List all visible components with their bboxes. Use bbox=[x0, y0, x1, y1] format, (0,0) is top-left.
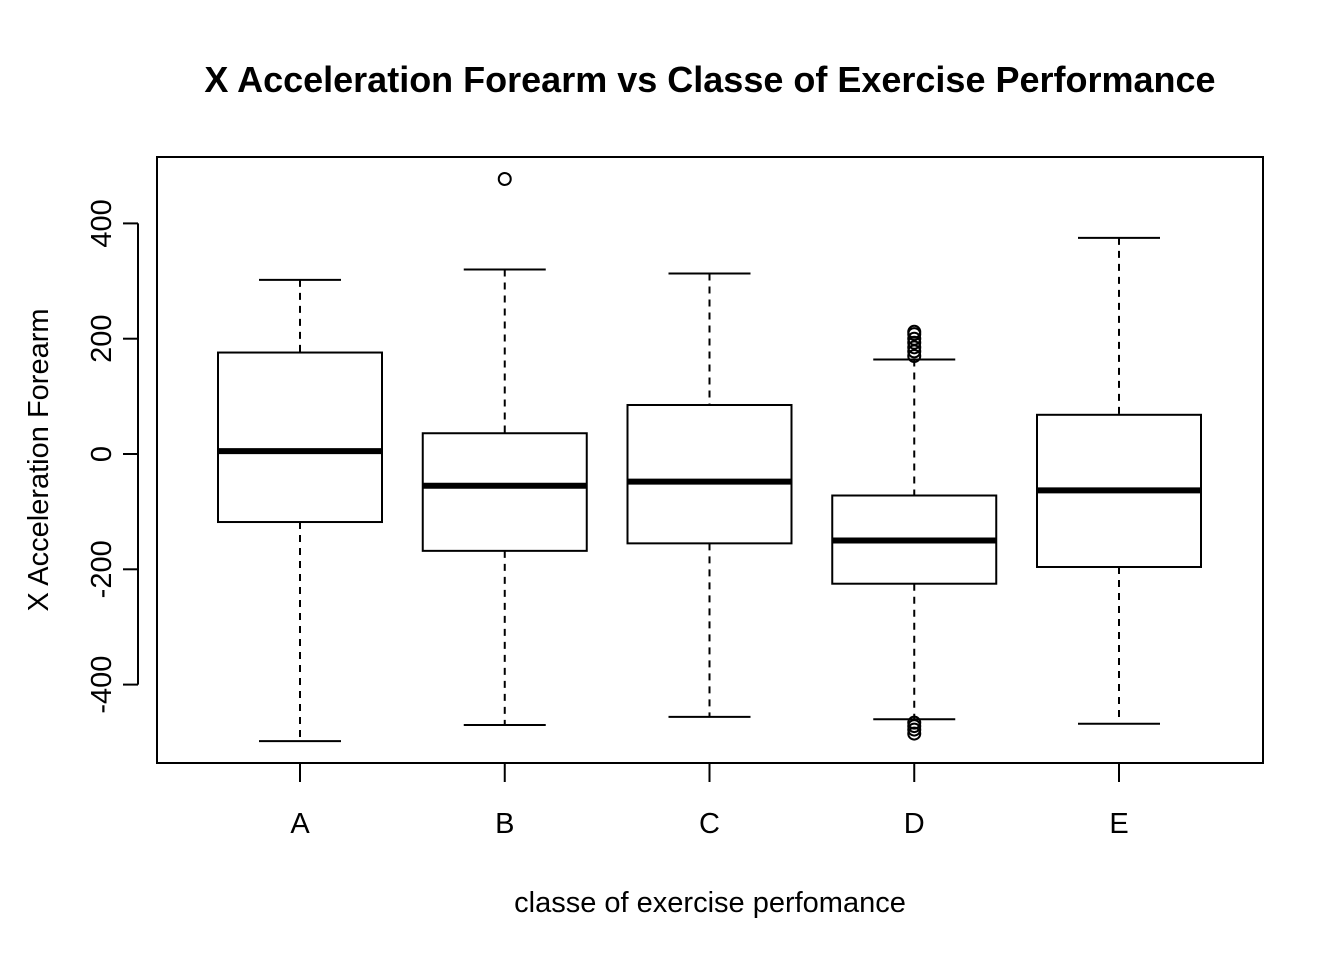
y-tick-label: 400 bbox=[86, 199, 118, 247]
box-B bbox=[421, 172, 588, 726]
y-tick-label: -200 bbox=[86, 540, 118, 598]
box-C bbox=[626, 272, 793, 718]
outlier-point bbox=[907, 722, 922, 737]
iqr-box bbox=[217, 351, 383, 524]
x-tick-label: C bbox=[699, 808, 720, 840]
x-axis: A B C D E bbox=[290, 763, 1129, 840]
box-D bbox=[831, 324, 998, 741]
outlier-point bbox=[907, 726, 922, 741]
iqr-box bbox=[421, 432, 588, 552]
outlier-point bbox=[497, 172, 512, 187]
y-axis-label: X Acceleration Forearm bbox=[23, 308, 55, 611]
x-tick-label: A bbox=[290, 808, 310, 840]
outlier-point bbox=[907, 348, 922, 363]
y-tick-label: -400 bbox=[86, 656, 118, 714]
chart-title: X Acceleration Forearm vs Classe of Exer… bbox=[204, 59, 1215, 100]
y-tick-label: 200 bbox=[86, 315, 118, 363]
x-tick-label: E bbox=[1109, 808, 1128, 840]
outlier-point bbox=[907, 331, 922, 346]
x-axis-label: classe of exercise perfomance bbox=[514, 887, 906, 919]
x-tick-label: B bbox=[495, 808, 514, 840]
outlier-point bbox=[907, 324, 922, 339]
box-E bbox=[1036, 236, 1202, 725]
outlier-point bbox=[907, 335, 922, 350]
y-tick-label: 0 bbox=[86, 446, 118, 462]
box-series bbox=[217, 172, 1202, 743]
y-axis: -400 -200 0 200 400 bbox=[86, 199, 139, 714]
outlier-point bbox=[907, 340, 922, 355]
iqr-box bbox=[626, 403, 793, 545]
x-tick-label: D bbox=[904, 808, 925, 840]
box-A bbox=[217, 278, 383, 743]
